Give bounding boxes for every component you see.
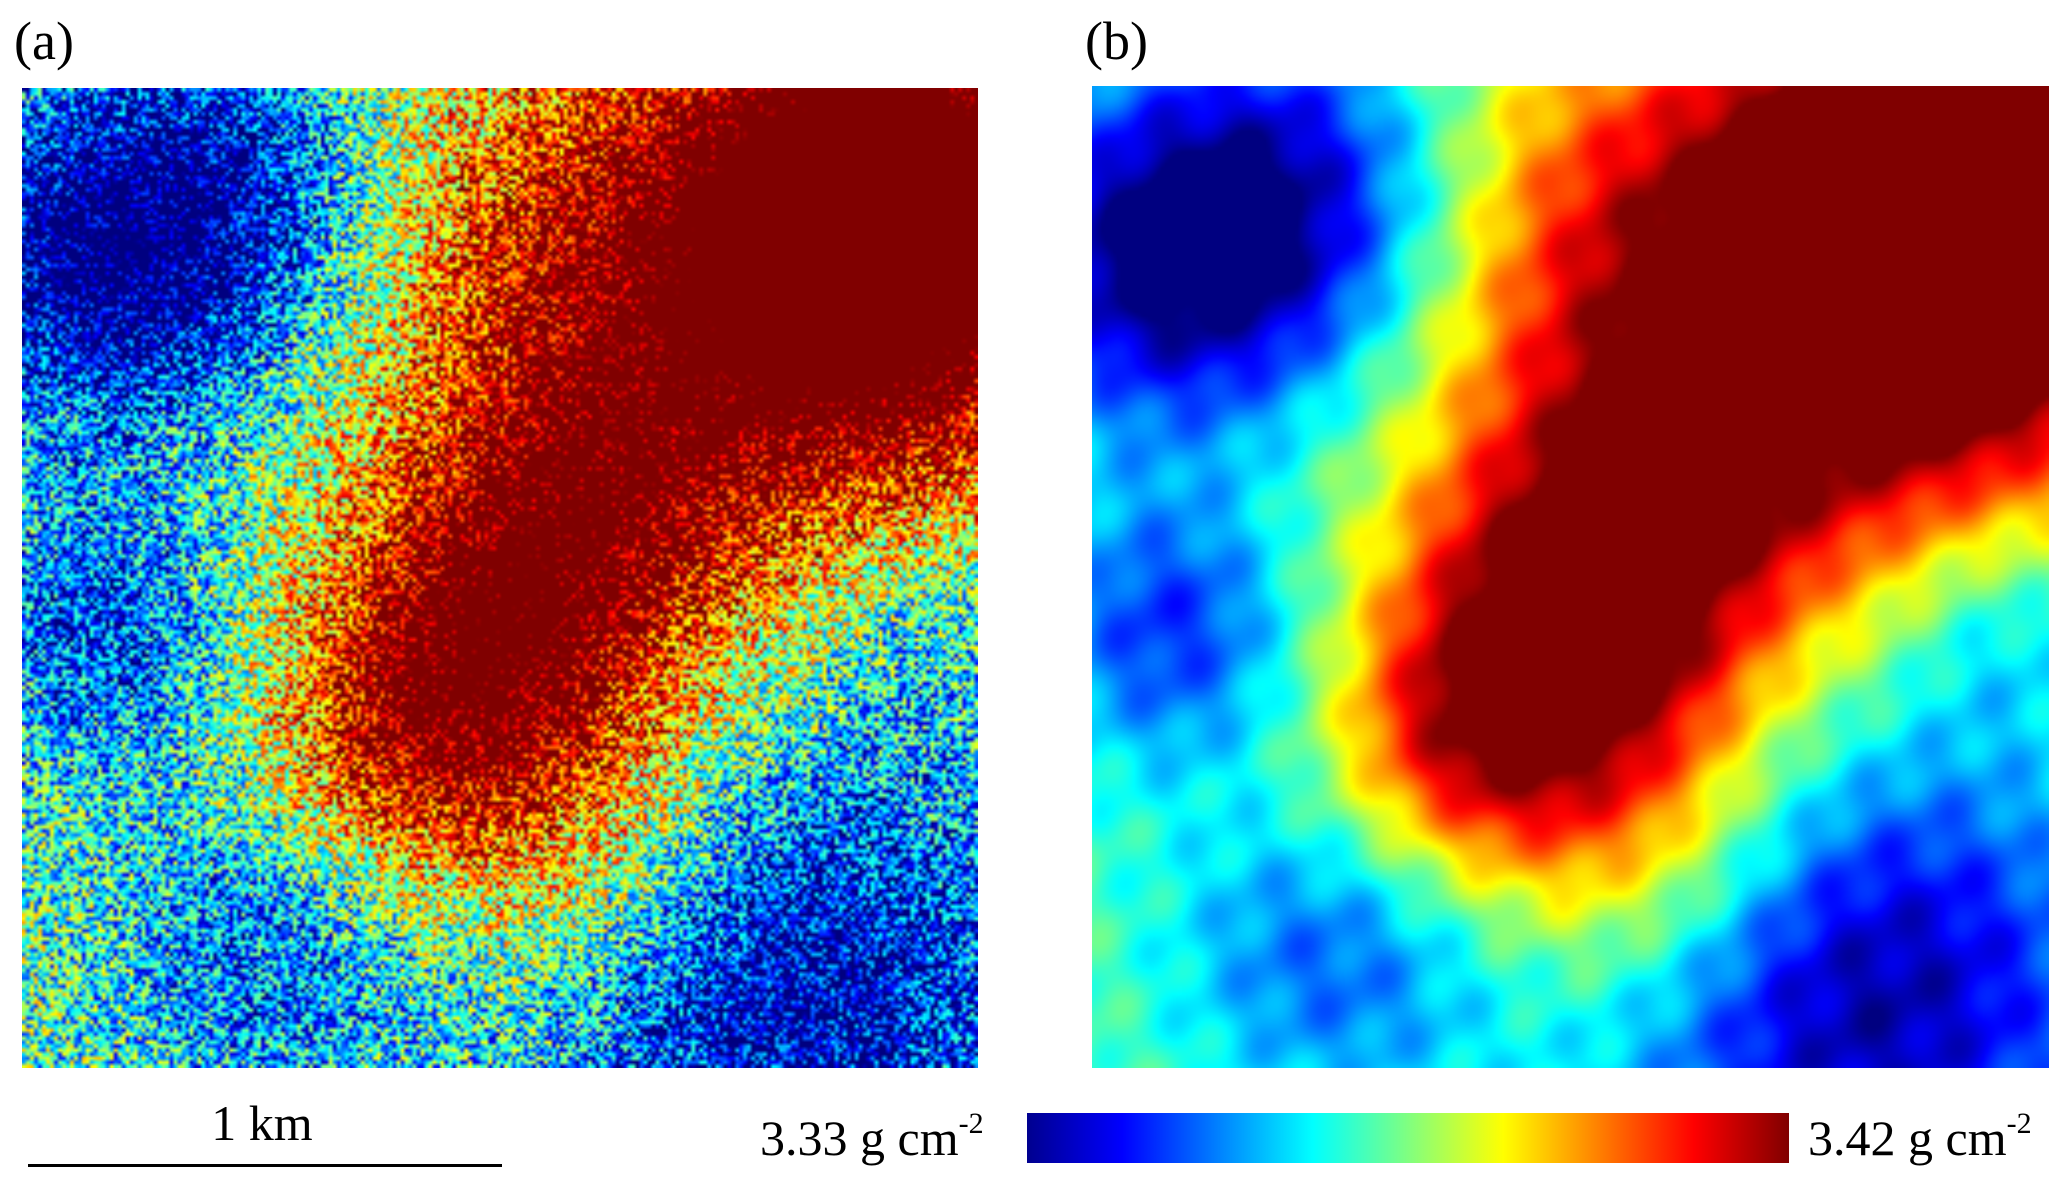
colorbar-max-value: 3.42 [1808,1110,1896,1166]
colorbar-min-unit-exponent: -2 [958,1107,984,1140]
colorbar-min-unit: g cm [860,1110,959,1166]
noisy-density-map [22,88,978,1068]
colorbar-max-unit-exponent: -2 [2006,1107,2032,1140]
panel-label-b: (b) [1085,11,1148,71]
colorbar-min-label: 3.33 g cm-2 [760,1109,984,1166]
colorbar [1027,1113,1789,1163]
colorbar-min-value: 3.33 [760,1110,848,1166]
panel-label-a: (a) [14,11,74,71]
colorbar-max-label: 3.42 g cm-2 [1808,1109,2032,1166]
scale-bar [28,1164,502,1167]
smoothed-density-map [1092,86,2049,1068]
colorbar-max-unit: g cm [1908,1110,2007,1166]
scale-bar-label: 1 km [211,1095,313,1151]
